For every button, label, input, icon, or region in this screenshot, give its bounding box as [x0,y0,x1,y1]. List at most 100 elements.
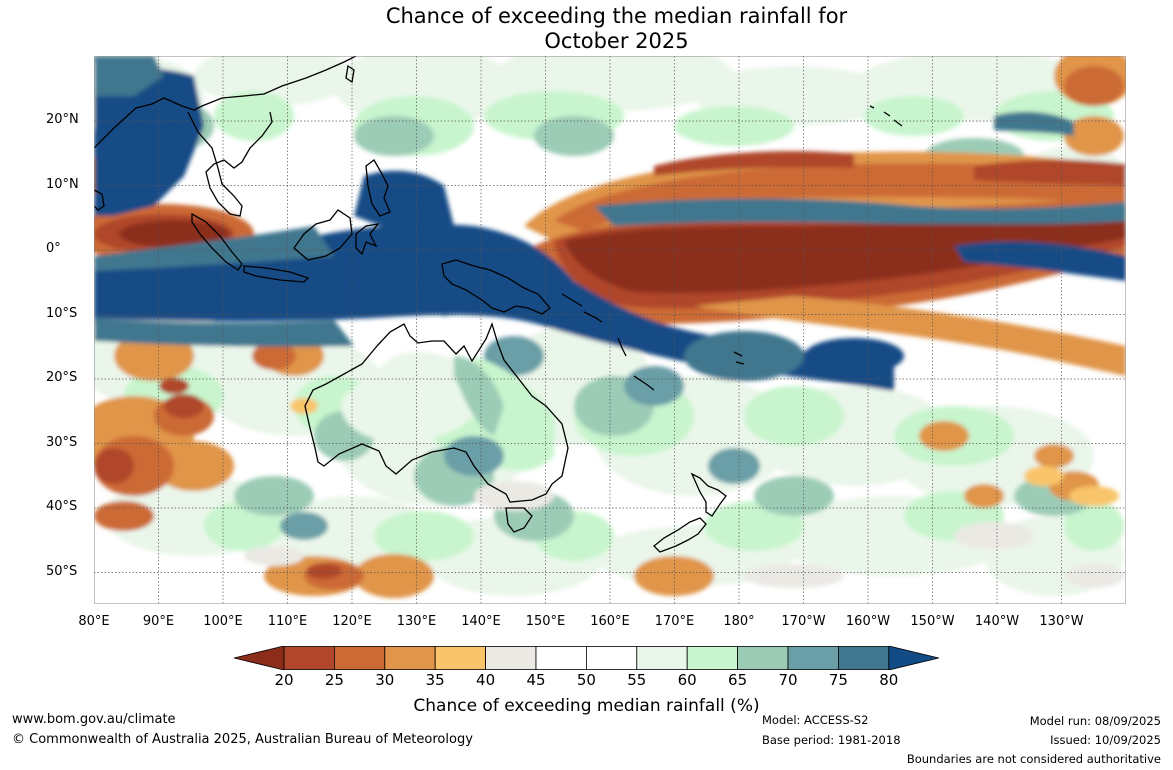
probability-field [94,56,1126,598]
map-title: Chance of exceeding the median rainfall … [0,4,1173,54]
green-area [864,96,964,136]
asia-mainland-coastline [94,56,357,217]
green-area [674,106,794,146]
neutral-grey-area [954,522,1034,550]
latitude-label: 30°S [46,434,78,450]
north-west-wet-patch [94,56,164,96]
light-orange-area [634,556,714,596]
colorbar-segment [838,646,890,670]
title-line-1: Chance of exceeding the median rainfall … [385,4,848,28]
hawaii-coastline [869,105,903,127]
new-caledonia-coastline [633,375,655,391]
colorbar-tick-label: 65 [728,671,748,689]
colorbar-tick-label: 60 [677,671,697,689]
footer-model-run: Model run: 08/09/2025 [1029,714,1161,728]
colorbar-extend-low [234,646,285,670]
graticule [94,56,1126,604]
colorbar-label: Chance of exceeding median rainfall (%) [413,696,760,716]
latitude-label: 40°S [46,499,78,514]
south-dry-tail [694,296,1126,376]
longitude-label: 170°W [781,614,826,629]
colorbar-segment [737,646,789,670]
longitude-label: 110°E [267,614,308,629]
new-zealand-south-coastline [653,517,707,553]
equatorial-dry-core [564,214,1126,294]
orange-area [1064,66,1124,106]
new-guinea-coastline [441,259,551,315]
vanuatu-coastline [617,337,627,357]
light-orange-area [154,441,234,491]
colorbar-segment [283,646,335,670]
sumatra-coastline [191,212,243,271]
australia-west-field [341,351,474,443]
colorbar-segment [686,646,739,670]
australia-queensland-field [454,356,504,436]
light-orange-area [964,484,1004,508]
longitude-label: 170°E [654,614,695,629]
colorbar-segment [585,646,638,670]
colorbar-segment [787,646,839,670]
indian-ocean-dry-core [119,220,229,248]
longitude-label: 130°W [1039,614,1084,629]
colorbar-tick-label: 45 [526,671,546,689]
taiwan-coastline [345,64,355,84]
north-dry-core [654,151,854,176]
colorbar-tick-label: 50 [576,671,596,689]
north-wet-band [594,198,1126,226]
longitude-label: 140°E [461,614,501,629]
colorbar-tick-label: 20 [274,671,294,689]
longitude-label: 140°W [974,614,1020,629]
footer-base-period: Base period: 1981-2018 [762,733,901,747]
longitude-label: 120°E [332,614,372,629]
colorbar-tick-label: 30 [375,671,395,689]
java-coastline [243,265,310,283]
colorbar-segment [636,646,688,670]
footer-disclaimer: Boundaries are not considered authoritat… [906,752,1161,766]
colorbar-tick-label: 80 [879,671,899,689]
light-orange-area [354,554,434,598]
coastlines [94,56,903,553]
yellow-area [290,398,318,414]
sri-lanka-coastline [94,189,105,211]
brown-area [306,563,342,579]
dark-teal-area [708,448,760,484]
philippines-coastline [365,159,391,217]
light-orange-area [1034,444,1074,468]
colorbar-segment [334,646,386,670]
colorbar-segment [434,646,486,670]
longitude-label: 130°E [396,614,437,629]
colorbar-extend-high [888,646,939,670]
south-pacific-wet-core [804,338,904,374]
yellow-area [1069,486,1119,506]
colorbar-segment [384,646,436,670]
green-area [744,386,844,446]
south-pacific-wet-patch [684,331,804,381]
latitude-label: 0° [46,241,61,256]
solomon-islands-coastline [561,293,603,323]
longitude-label: 100°E [203,614,243,629]
teal-area [234,476,314,516]
longitude-label: 160°W [845,614,891,629]
longitude-label: 160°E [590,614,630,629]
sulawesi-coastline [355,223,380,256]
teal-area [534,116,614,156]
green-area [214,91,294,141]
light-green-area [194,56,354,106]
map-border [94,56,1126,604]
longitude-label: 80°E [78,614,110,629]
footer-model: Model: ACCESS-S2 [762,713,869,727]
light-orange-area [1064,116,1124,156]
latitude-label: 50°S [46,563,78,579]
dark-teal-area [280,512,328,540]
brown-area [159,378,189,394]
colorbar-tick-label: 55 [627,671,647,689]
rainfall-map-canvas [94,56,1126,604]
colorbar-segment [485,646,537,670]
latitude-label: 10°N [46,176,79,192]
teal-area [354,116,434,156]
title-line-2: October 2025 [544,29,689,53]
longitude-label: 180° [723,614,755,629]
new-zealand-north-coastline [690,472,727,517]
colorbar-tick-label: 40 [476,671,496,689]
neutral-grey-area [474,481,554,511]
